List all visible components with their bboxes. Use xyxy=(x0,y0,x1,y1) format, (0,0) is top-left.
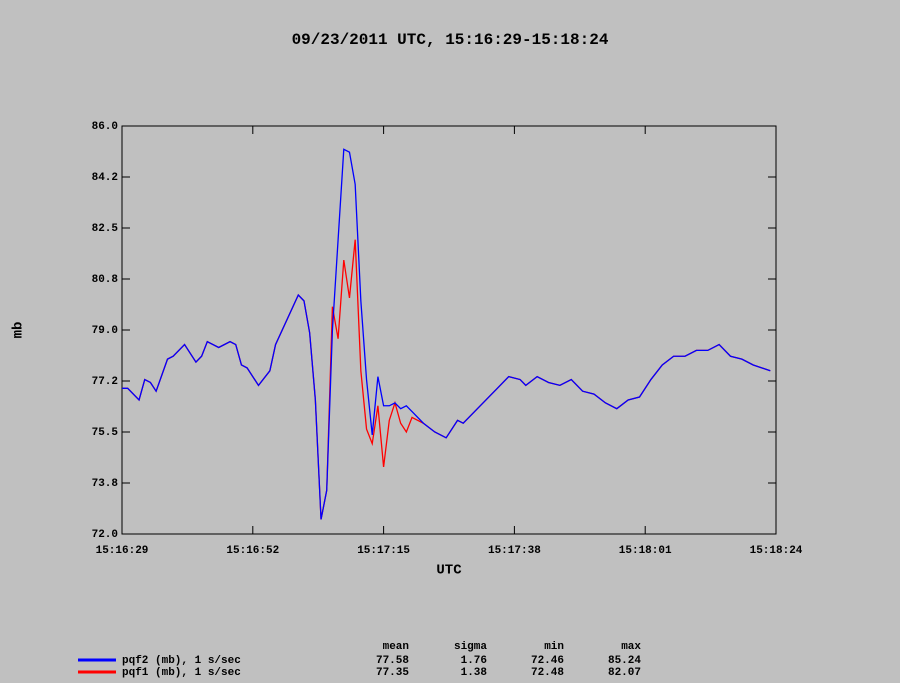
y-tick-label: 73.8 xyxy=(92,478,119,490)
y-tick-label: 82.5 xyxy=(92,223,119,235)
x-tick-label: 15:18:24 xyxy=(750,545,803,557)
series-line xyxy=(122,148,771,520)
stats-header: max xyxy=(621,641,641,653)
x-axis-label: UTC xyxy=(436,563,462,579)
stats-value: 82.07 xyxy=(608,667,641,679)
y-tick-label: 79.0 xyxy=(92,325,118,337)
stats-value: 85.24 xyxy=(608,655,641,667)
x-tick-label: 15:16:29 xyxy=(96,545,149,557)
x-tick-label: 15:17:15 xyxy=(357,545,410,557)
stats-value: 77.58 xyxy=(376,655,409,667)
legend-label: pqf2 (mb), 1 s/sec xyxy=(122,655,241,667)
stats-header: sigma xyxy=(454,641,487,653)
stats-value: 72.46 xyxy=(531,655,564,667)
x-tick-label: 15:17:38 xyxy=(488,545,541,557)
x-tick-label: 15:16:52 xyxy=(226,545,279,557)
y-tick-label: 86.0 xyxy=(92,121,118,133)
stats-value: 72.48 xyxy=(531,667,564,679)
y-axis-label: mb xyxy=(11,322,27,339)
stats-value: 77.35 xyxy=(376,667,409,679)
stats-value: 1.76 xyxy=(461,655,487,667)
stats-header: mean xyxy=(383,641,409,653)
y-tick-label: 75.5 xyxy=(92,427,119,439)
stats-value: 1.38 xyxy=(461,667,488,679)
y-tick-label: 72.0 xyxy=(92,529,118,541)
x-tick-label: 15:18:01 xyxy=(619,545,672,557)
legend-label: pqf1 (mb), 1 s/sec xyxy=(122,667,241,679)
chart-title: 09/23/2011 UTC, 15:16:29-15:18:24 xyxy=(292,31,609,49)
stats-header: min xyxy=(544,641,564,653)
y-tick-label: 84.2 xyxy=(92,172,118,184)
y-tick-label: 80.8 xyxy=(92,274,119,286)
y-tick-label: 77.2 xyxy=(92,376,118,388)
